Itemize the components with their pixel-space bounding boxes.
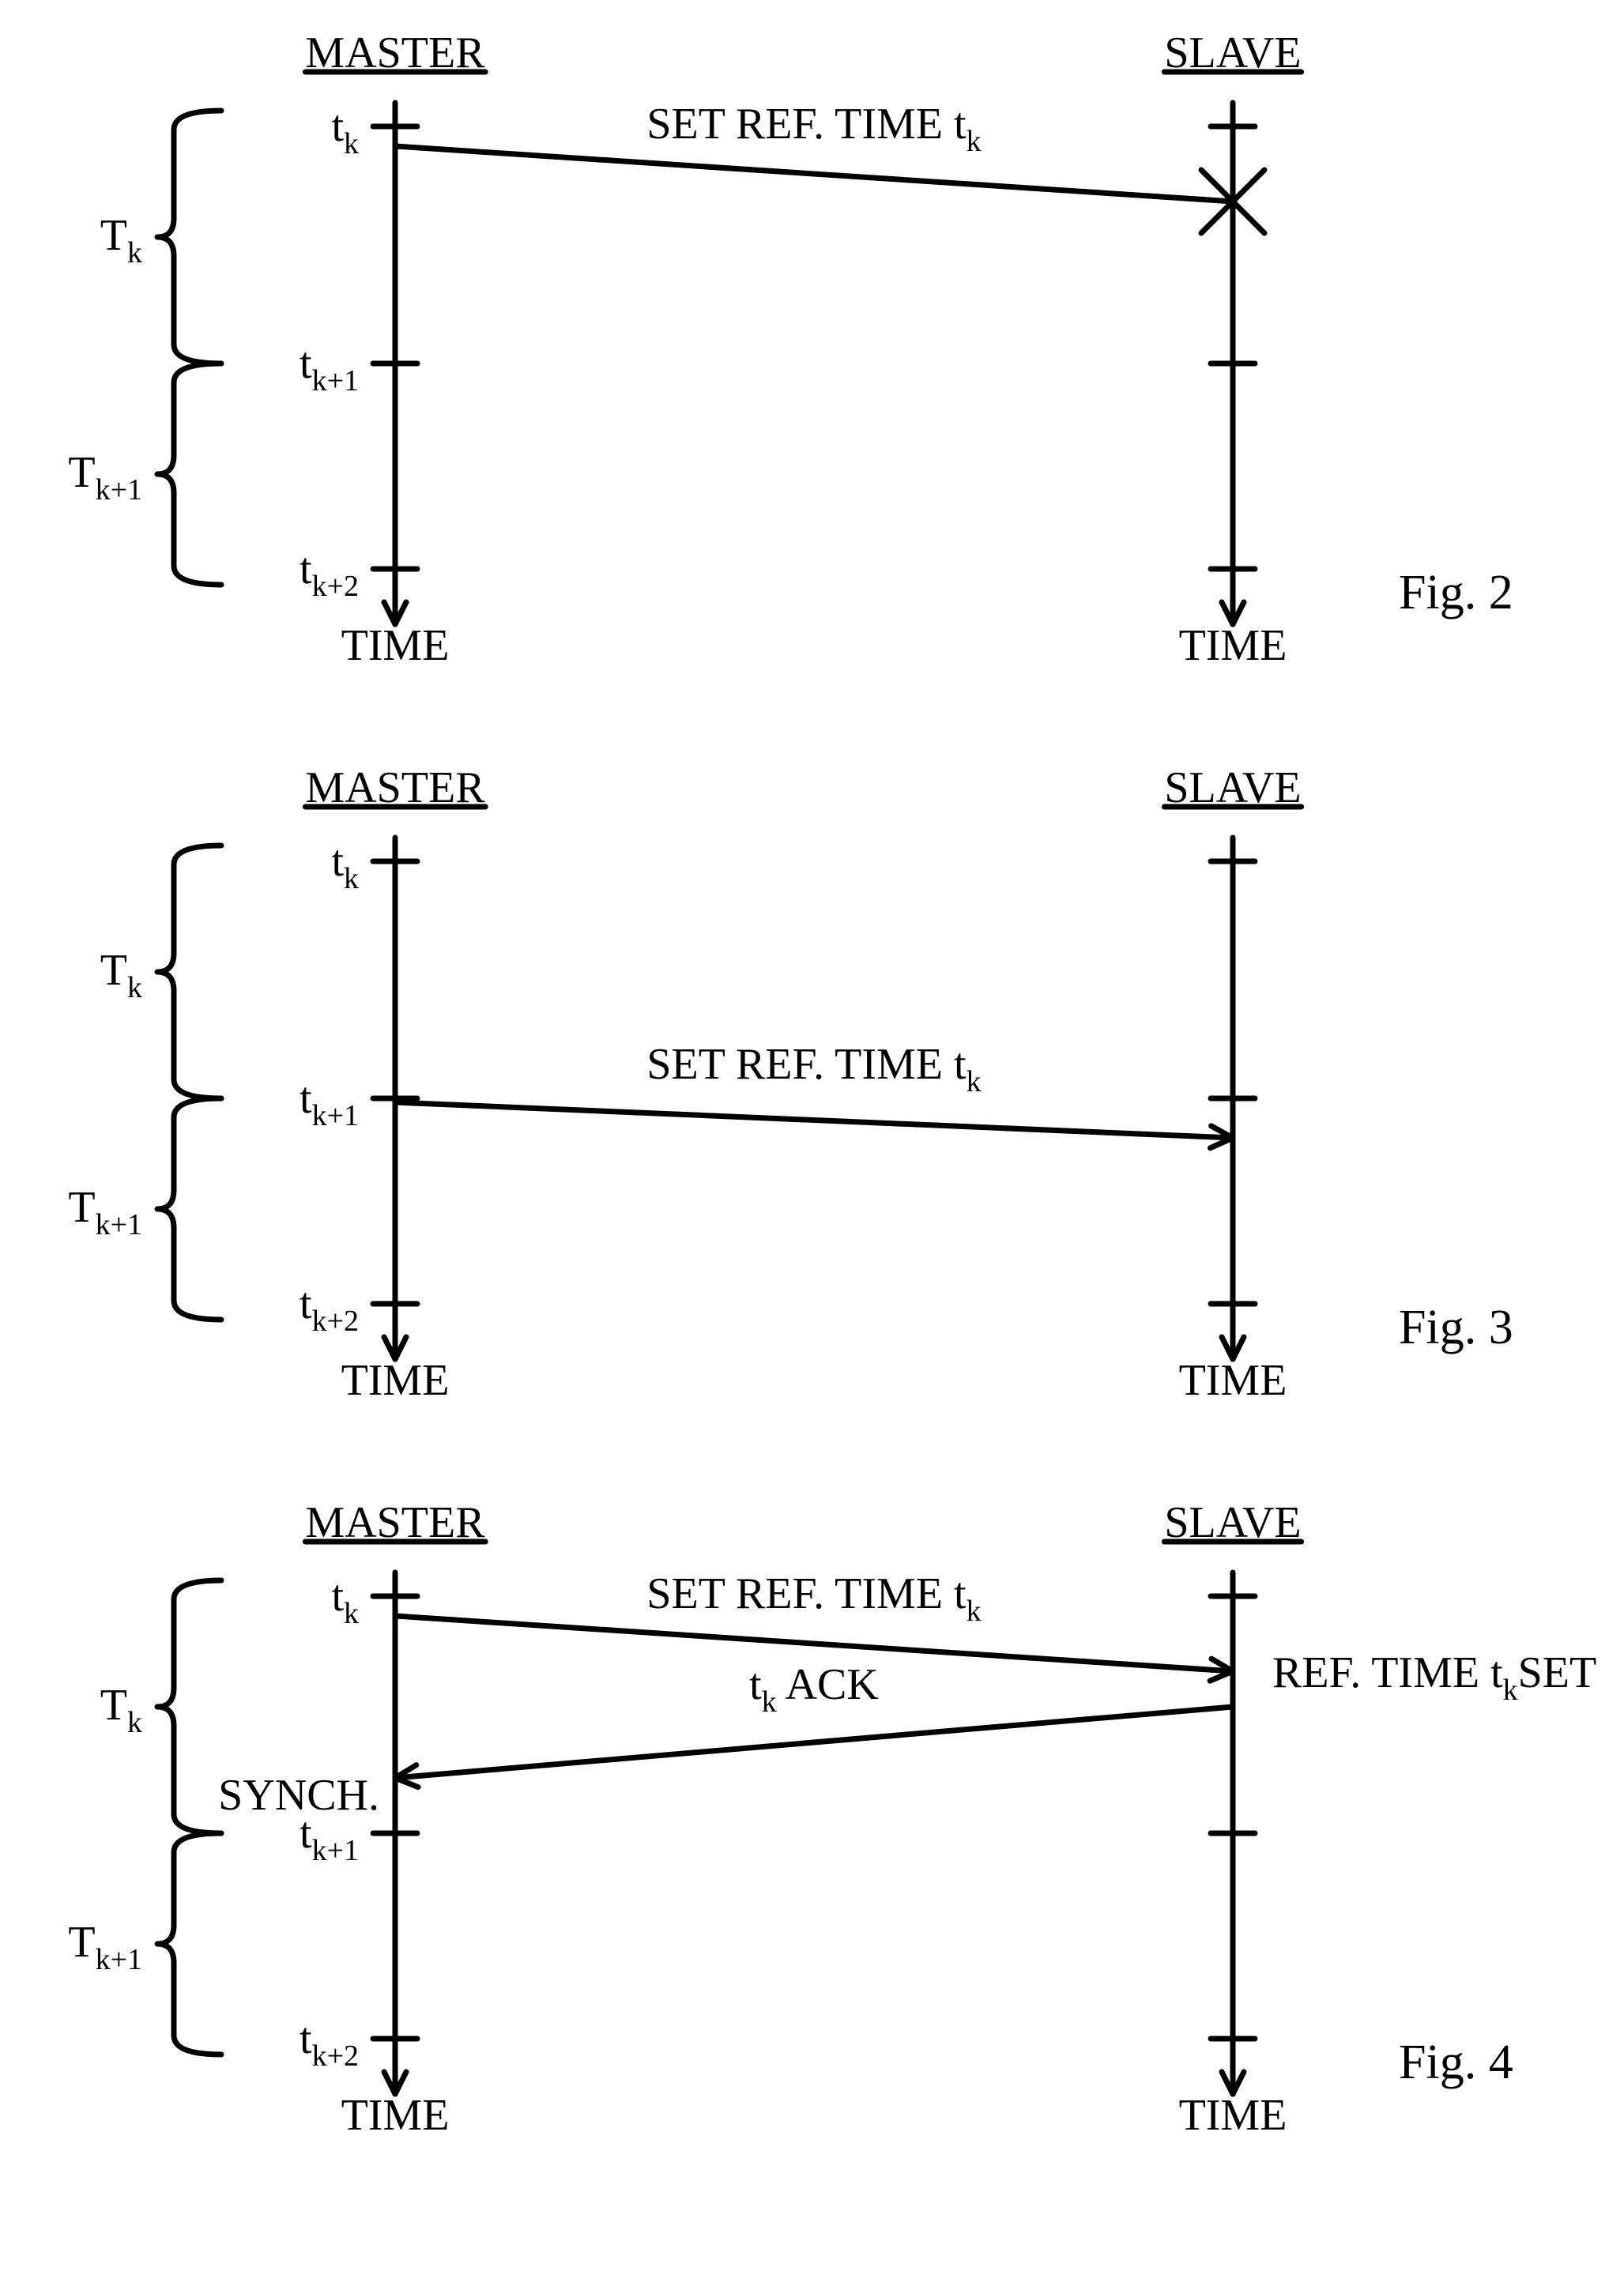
figure-caption: Fig. 4	[1399, 2036, 1513, 2089]
tick-label: tk	[331, 102, 359, 160]
tick-label: tk+2	[300, 1279, 359, 1338]
message-label: SET REF. TIME tk	[646, 100, 981, 158]
time-label-master: TIME	[341, 1356, 450, 1405]
tick-label: tk+2	[300, 2014, 359, 2073]
figure-caption: Fig. 3	[1399, 1301, 1513, 1354]
period-label: Tk+1	[68, 448, 142, 507]
annotation: SYNCH.	[218, 1771, 379, 1820]
time-label-slave: TIME	[1179, 1356, 1287, 1405]
tick-label: tk+1	[300, 339, 359, 397]
period-label: Tk+1	[68, 1918, 142, 1976]
period-label: Tk	[100, 211, 142, 269]
tick-label: tk+1	[300, 1074, 359, 1132]
period-label: Tk	[100, 946, 142, 1004]
time-label-master: TIME	[341, 621, 450, 670]
tick-label: tk	[331, 837, 359, 895]
tick-label: tk	[331, 1572, 359, 1630]
annotation: REF. TIME tkSET	[1272, 1648, 1596, 1707]
message-label: tk ACK	[749, 1660, 879, 1719]
figure-caption: Fig. 2	[1399, 566, 1513, 620]
time-label-slave: TIME	[1179, 2091, 1287, 2140]
tick-label: tk+2	[300, 544, 359, 603]
message-label: SET REF. TIME tk	[646, 1040, 981, 1098]
time-label-slave: TIME	[1179, 621, 1287, 670]
period-label: Tk	[100, 1681, 142, 1739]
diagram-canvas: MASTERSLAVETIMETIMEtktk+1tk+2TkTk+1SET R…	[0, 0, 1624, 2271]
period-label: Tk+1	[68, 1183, 142, 1241]
time-label-master: TIME	[341, 2091, 450, 2140]
message-label: SET REF. TIME tk	[646, 1569, 981, 1628]
